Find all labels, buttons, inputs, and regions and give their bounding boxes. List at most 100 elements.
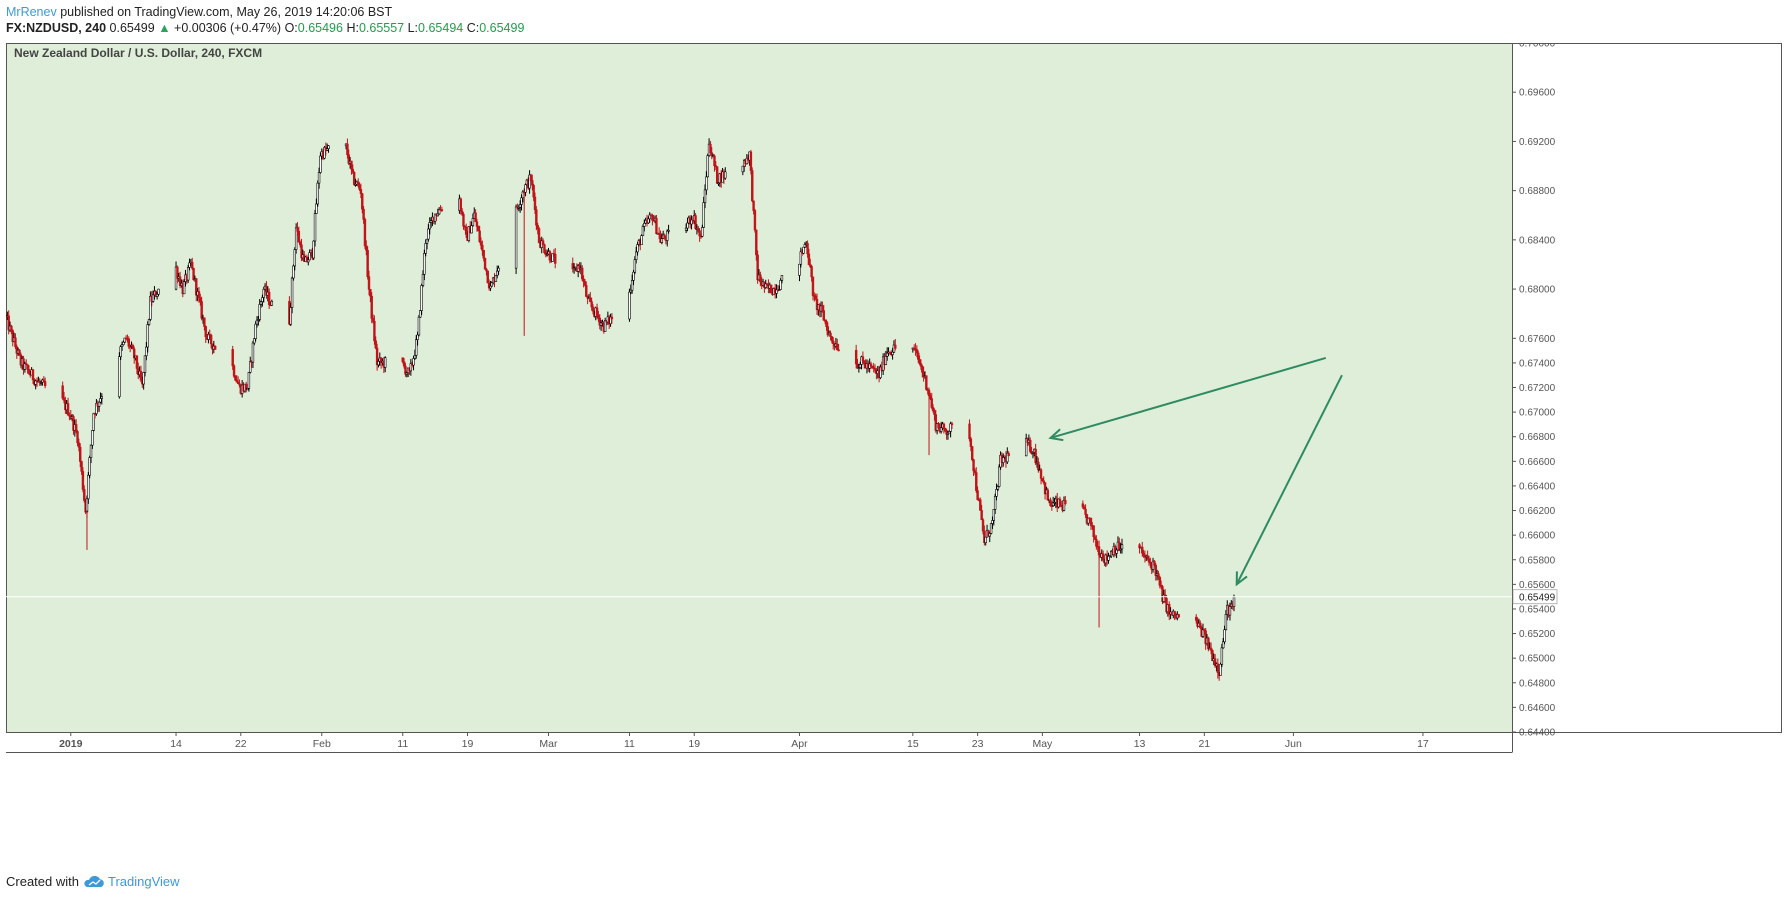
x-tick-label: 22 <box>235 738 247 750</box>
high-value: 0.65557 <box>358 21 405 35</box>
candle-up <box>633 259 637 273</box>
candle-up <box>891 351 894 355</box>
candle-up <box>412 358 415 366</box>
candle-up <box>327 145 330 149</box>
y-tick-label: 0.68800 <box>1519 186 1556 197</box>
candle-down <box>83 489 86 501</box>
candle-down <box>401 357 404 363</box>
y-tick-label: 0.66800 <box>1519 432 1556 443</box>
candle-down <box>195 278 198 296</box>
candle-down <box>1046 489 1049 501</box>
candle-up <box>290 277 294 308</box>
candle-down <box>972 459 975 472</box>
candle-up <box>996 486 1000 490</box>
candle-up <box>254 323 257 339</box>
candle-down <box>176 266 179 279</box>
close-value: 0.65499 <box>479 21 525 35</box>
candle-down <box>806 243 809 255</box>
candle-down <box>199 297 202 302</box>
x-tick-label: Apr <box>791 738 808 750</box>
candle-down <box>610 316 614 320</box>
candle-down <box>373 320 376 342</box>
up-triangle-icon: ▲ <box>158 21 171 35</box>
candle-down <box>26 364 29 370</box>
tradingview-cloud-icon <box>84 875 104 887</box>
candle-up <box>471 218 475 226</box>
candle-down <box>921 366 924 373</box>
candles-group <box>6 138 1236 681</box>
y-tick-label: 0.64800 <box>1519 678 1556 689</box>
candle-up <box>146 324 149 348</box>
candle-up <box>1224 614 1228 631</box>
candle-up <box>147 319 151 325</box>
candle-down <box>1042 480 1045 483</box>
candle-up <box>97 401 101 407</box>
candle-down <box>537 228 541 243</box>
candle-down <box>1095 539 1098 547</box>
candle-up <box>413 355 417 359</box>
candle-up <box>630 280 634 291</box>
candle-up <box>315 203 318 214</box>
price-chart[interactable]: New Zealand Dollar / U.S. Dollar, 240, F… <box>6 43 1782 865</box>
candle-down <box>1092 525 1095 538</box>
candle-down <box>474 212 477 223</box>
price-change: +0.00306 (+0.47%) <box>174 21 282 35</box>
candle-up <box>1228 606 1232 616</box>
y-tick-label: 0.64600 <box>1519 703 1556 714</box>
y-tick-label: 0.64400 <box>1519 728 1556 739</box>
candle-up <box>157 288 160 295</box>
y-tick-label: 0.65400 <box>1519 604 1556 615</box>
candle-down <box>918 359 921 364</box>
candle-down <box>931 407 935 411</box>
candle-down <box>590 301 593 308</box>
tradingview-link[interactable]: TradingView <box>83 874 180 889</box>
candle-up <box>122 341 125 346</box>
candle-up <box>428 222 431 230</box>
candle-up <box>660 238 664 243</box>
candle-down <box>25 363 28 366</box>
candle-down <box>933 410 936 415</box>
candle-down <box>365 245 368 251</box>
candle-up <box>703 189 707 203</box>
chart-area[interactable]: New Zealand Dollar / U.S. Dollar, 240, F… <box>6 43 1782 865</box>
author-link[interactable]: MrRenev <box>6 5 57 19</box>
candle-up <box>490 282 494 287</box>
candle-down <box>346 143 349 156</box>
y-tick-label: 0.66600 <box>1519 457 1556 468</box>
candle-down <box>66 403 70 416</box>
annotation-arrow-head <box>1048 428 1064 442</box>
candle-down <box>755 229 758 256</box>
candle-up <box>879 366 882 378</box>
candle-down <box>655 217 658 234</box>
candle-up <box>1024 438 1028 457</box>
candle-up <box>186 267 190 281</box>
tradingview-brand: TradingView <box>107 874 180 889</box>
candle-down <box>369 289 372 297</box>
candle-down <box>930 398 933 408</box>
candle-down <box>245 383 248 391</box>
candle-down <box>829 332 832 337</box>
candle-down <box>591 306 595 312</box>
candle-up <box>415 339 418 356</box>
candle-down <box>481 244 484 251</box>
candle-up <box>251 342 255 363</box>
candle-down <box>267 291 271 305</box>
candle-down <box>597 315 600 319</box>
candle-down <box>80 461 83 472</box>
candle-up <box>514 206 518 269</box>
candle-down <box>697 227 700 231</box>
candle-up <box>643 222 646 227</box>
candle-down <box>1089 517 1093 526</box>
candle-down <box>694 215 697 229</box>
candle-up <box>667 230 670 232</box>
chart-title: New Zealand Dollar / U.S. Dollar, 240, F… <box>14 46 262 60</box>
candle-up <box>803 244 807 248</box>
candle-down <box>548 251 552 261</box>
low-value: 0.65494 <box>418 21 464 35</box>
candle-down <box>74 424 78 432</box>
candle-down <box>756 254 759 281</box>
candle-down <box>651 214 654 221</box>
candle-down <box>296 227 299 232</box>
candle-up <box>142 372 145 385</box>
candle-up <box>632 271 635 281</box>
